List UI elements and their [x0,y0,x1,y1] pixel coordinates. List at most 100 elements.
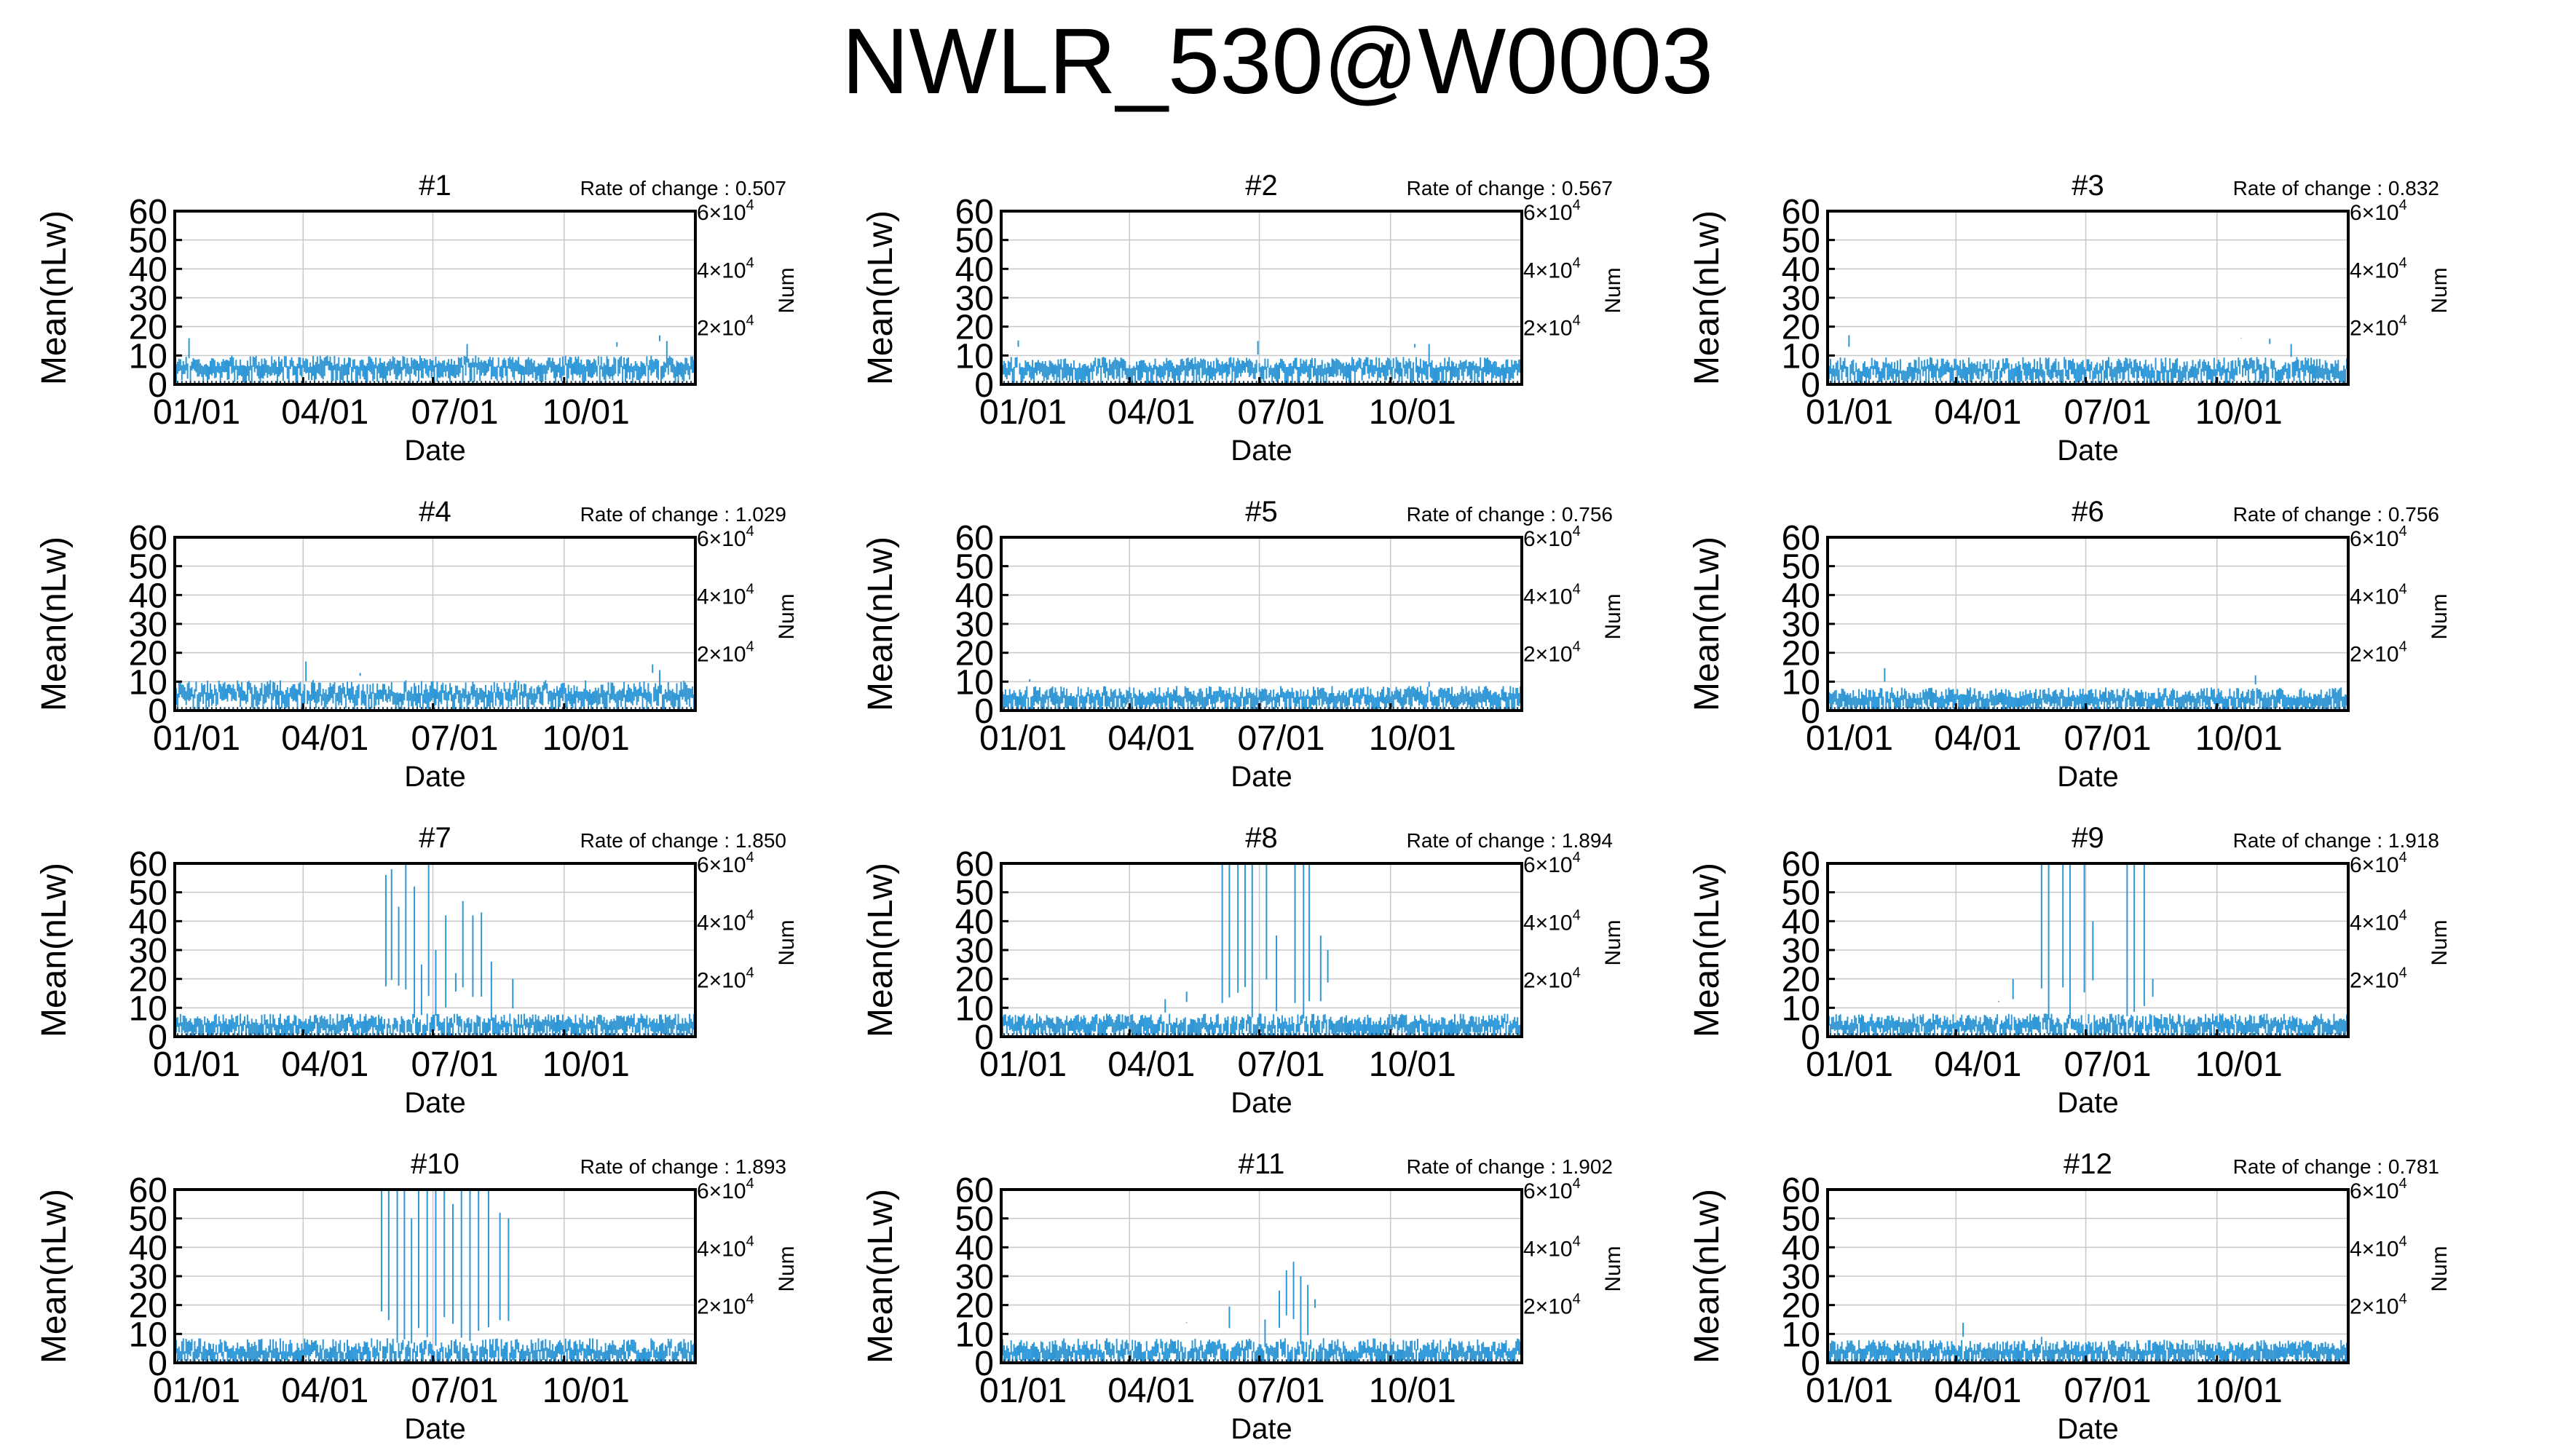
y2-tick-label: 2×104 [1523,313,1581,341]
y-axis-label: Mean(nLw) [1688,537,1726,711]
x-tick-label: 04/01 [1934,719,2021,758]
rate-of-change-label: Rate of change : 0.507 [580,177,786,199]
y-tick-label: 0 [148,1018,167,1057]
y-tick-label: 10 [955,337,994,376]
y2-tick-label: 4×104 [2350,581,2407,609]
y-tick-label: 30 [1782,280,1820,318]
y-tick-label: 20 [1782,635,1820,673]
panel-title: #2 [1245,170,1278,202]
y2-tick-label: 4×104 [2350,907,2407,935]
y2-tick-label: 2×104 [2350,965,2407,993]
y-tick-label: 40 [1782,577,1820,615]
x-tick-label: 04/01 [1107,393,1195,432]
y-tick-label: 50 [955,222,994,261]
y2-axis-label: Num [1601,267,1625,313]
y-tick-label: 10 [1782,337,1820,376]
y2-tick-label: 6×104 [697,523,754,551]
y-tick-label: 0 [1801,1018,1820,1057]
y2-tick-label: 2×104 [1523,639,1581,667]
y-tick-label: 60 [129,519,167,558]
y2-axis-label: Num [775,593,799,639]
y-tick-label: 50 [955,874,994,913]
y-tick-label: 40 [955,903,994,941]
y2-tick-label: 6×104 [1523,197,1581,225]
y-tick-label: 60 [1782,519,1820,558]
panel-title: #9 [2072,822,2104,854]
y-tick-label: 40 [129,903,167,941]
y2-tick-label: 6×104 [2350,197,2407,225]
panel-title: #7 [419,822,451,854]
y-tick-label: 0 [148,366,167,405]
x-tick-label: 07/01 [411,1045,498,1084]
y-tick-label: 10 [1782,663,1820,702]
panel-title: #5 [1245,496,1278,528]
rate-of-change-label: Rate of change : 0.756 [2233,503,2439,526]
x-axis-label: Date [2057,761,2119,793]
x-tick-label: 10/01 [542,719,630,758]
y-tick-label: 40 [129,250,167,289]
y2-tick-label: 4×104 [697,907,754,935]
rate-of-change-label: Rate of change : 0.832 [2233,177,2439,199]
bar-series [1828,335,2349,384]
y-axis-label: Mean(nLw) [861,210,900,385]
y2-axis-label: Num [775,919,799,965]
y-tick-label: 20 [129,961,167,1000]
y2-tick-label: 2×104 [697,965,754,993]
y-tick-label: 10 [955,663,994,702]
x-axis-label: Date [404,1087,466,1119]
x-axis-label: Date [404,761,466,793]
y-tick-label: 10 [129,663,167,702]
x-tick-label: 04/01 [1934,393,2021,432]
y-tick-label: 10 [1782,989,1820,1028]
x-tick-label: 07/01 [2064,719,2151,758]
y-axis-label: Mean(nLw) [35,210,74,385]
x-axis-label: Date [1231,435,1292,467]
x-tick-label: 04/01 [281,393,368,432]
x-axis-label: Date [2057,435,2119,467]
y-tick-label: 50 [1782,548,1820,587]
x-tick-label: 04/01 [281,719,368,758]
x-tick-label: 10/01 [2195,1045,2283,1084]
y-tick-label: 30 [129,606,167,644]
y-tick-label: 50 [129,222,167,261]
x-tick-label: 10/01 [1369,393,1456,432]
y-tick-label: 30 [1782,932,1820,970]
x-tick-label: 01/01 [153,719,240,758]
x-tick-label: 07/01 [1237,719,1324,758]
rate-of-change-label: Rate of change : 1.918 [2233,829,2439,852]
y-axis-label: Mean(nLw) [1688,863,1726,1037]
panel-title: #3 [2072,170,2104,202]
x-tick-label: 01/01 [979,719,1067,758]
y-tick-label: 10 [955,989,994,1028]
x-tick-label: 10/01 [542,393,630,432]
x-tick-label: 10/01 [2195,719,2283,758]
y-axis-label: Mean(nLw) [35,863,74,1037]
bar-series [175,1190,696,1363]
y2-tick-label: 6×104 [697,850,754,877]
x-tick-label: 07/01 [1237,393,1324,432]
y-tick-label: 0 [1801,692,1820,731]
y-tick-label: 40 [1782,250,1820,289]
y2-tick-label: 4×104 [1523,255,1581,282]
y-tick-label: 60 [1782,845,1820,884]
y2-axis-label: Num [2428,593,2452,639]
y2-tick-label: 4×104 [697,581,754,609]
x-tick-label: 07/01 [1237,1045,1324,1084]
bar-series [175,335,696,384]
x-tick-label: 01/01 [153,1045,240,1084]
x-tick-label: 01/01 [979,393,1067,432]
y-tick-label: 40 [955,577,994,615]
y-tick-label: 30 [955,280,994,318]
y2-tick-label: 4×104 [697,255,754,282]
y-tick-label: 30 [955,932,994,970]
panel-title: #6 [2072,496,2104,528]
x-tick-label: 04/01 [1934,1045,2021,1084]
y2-tick-label: 4×104 [2350,255,2407,282]
y-tick-label: 10 [129,989,167,1028]
